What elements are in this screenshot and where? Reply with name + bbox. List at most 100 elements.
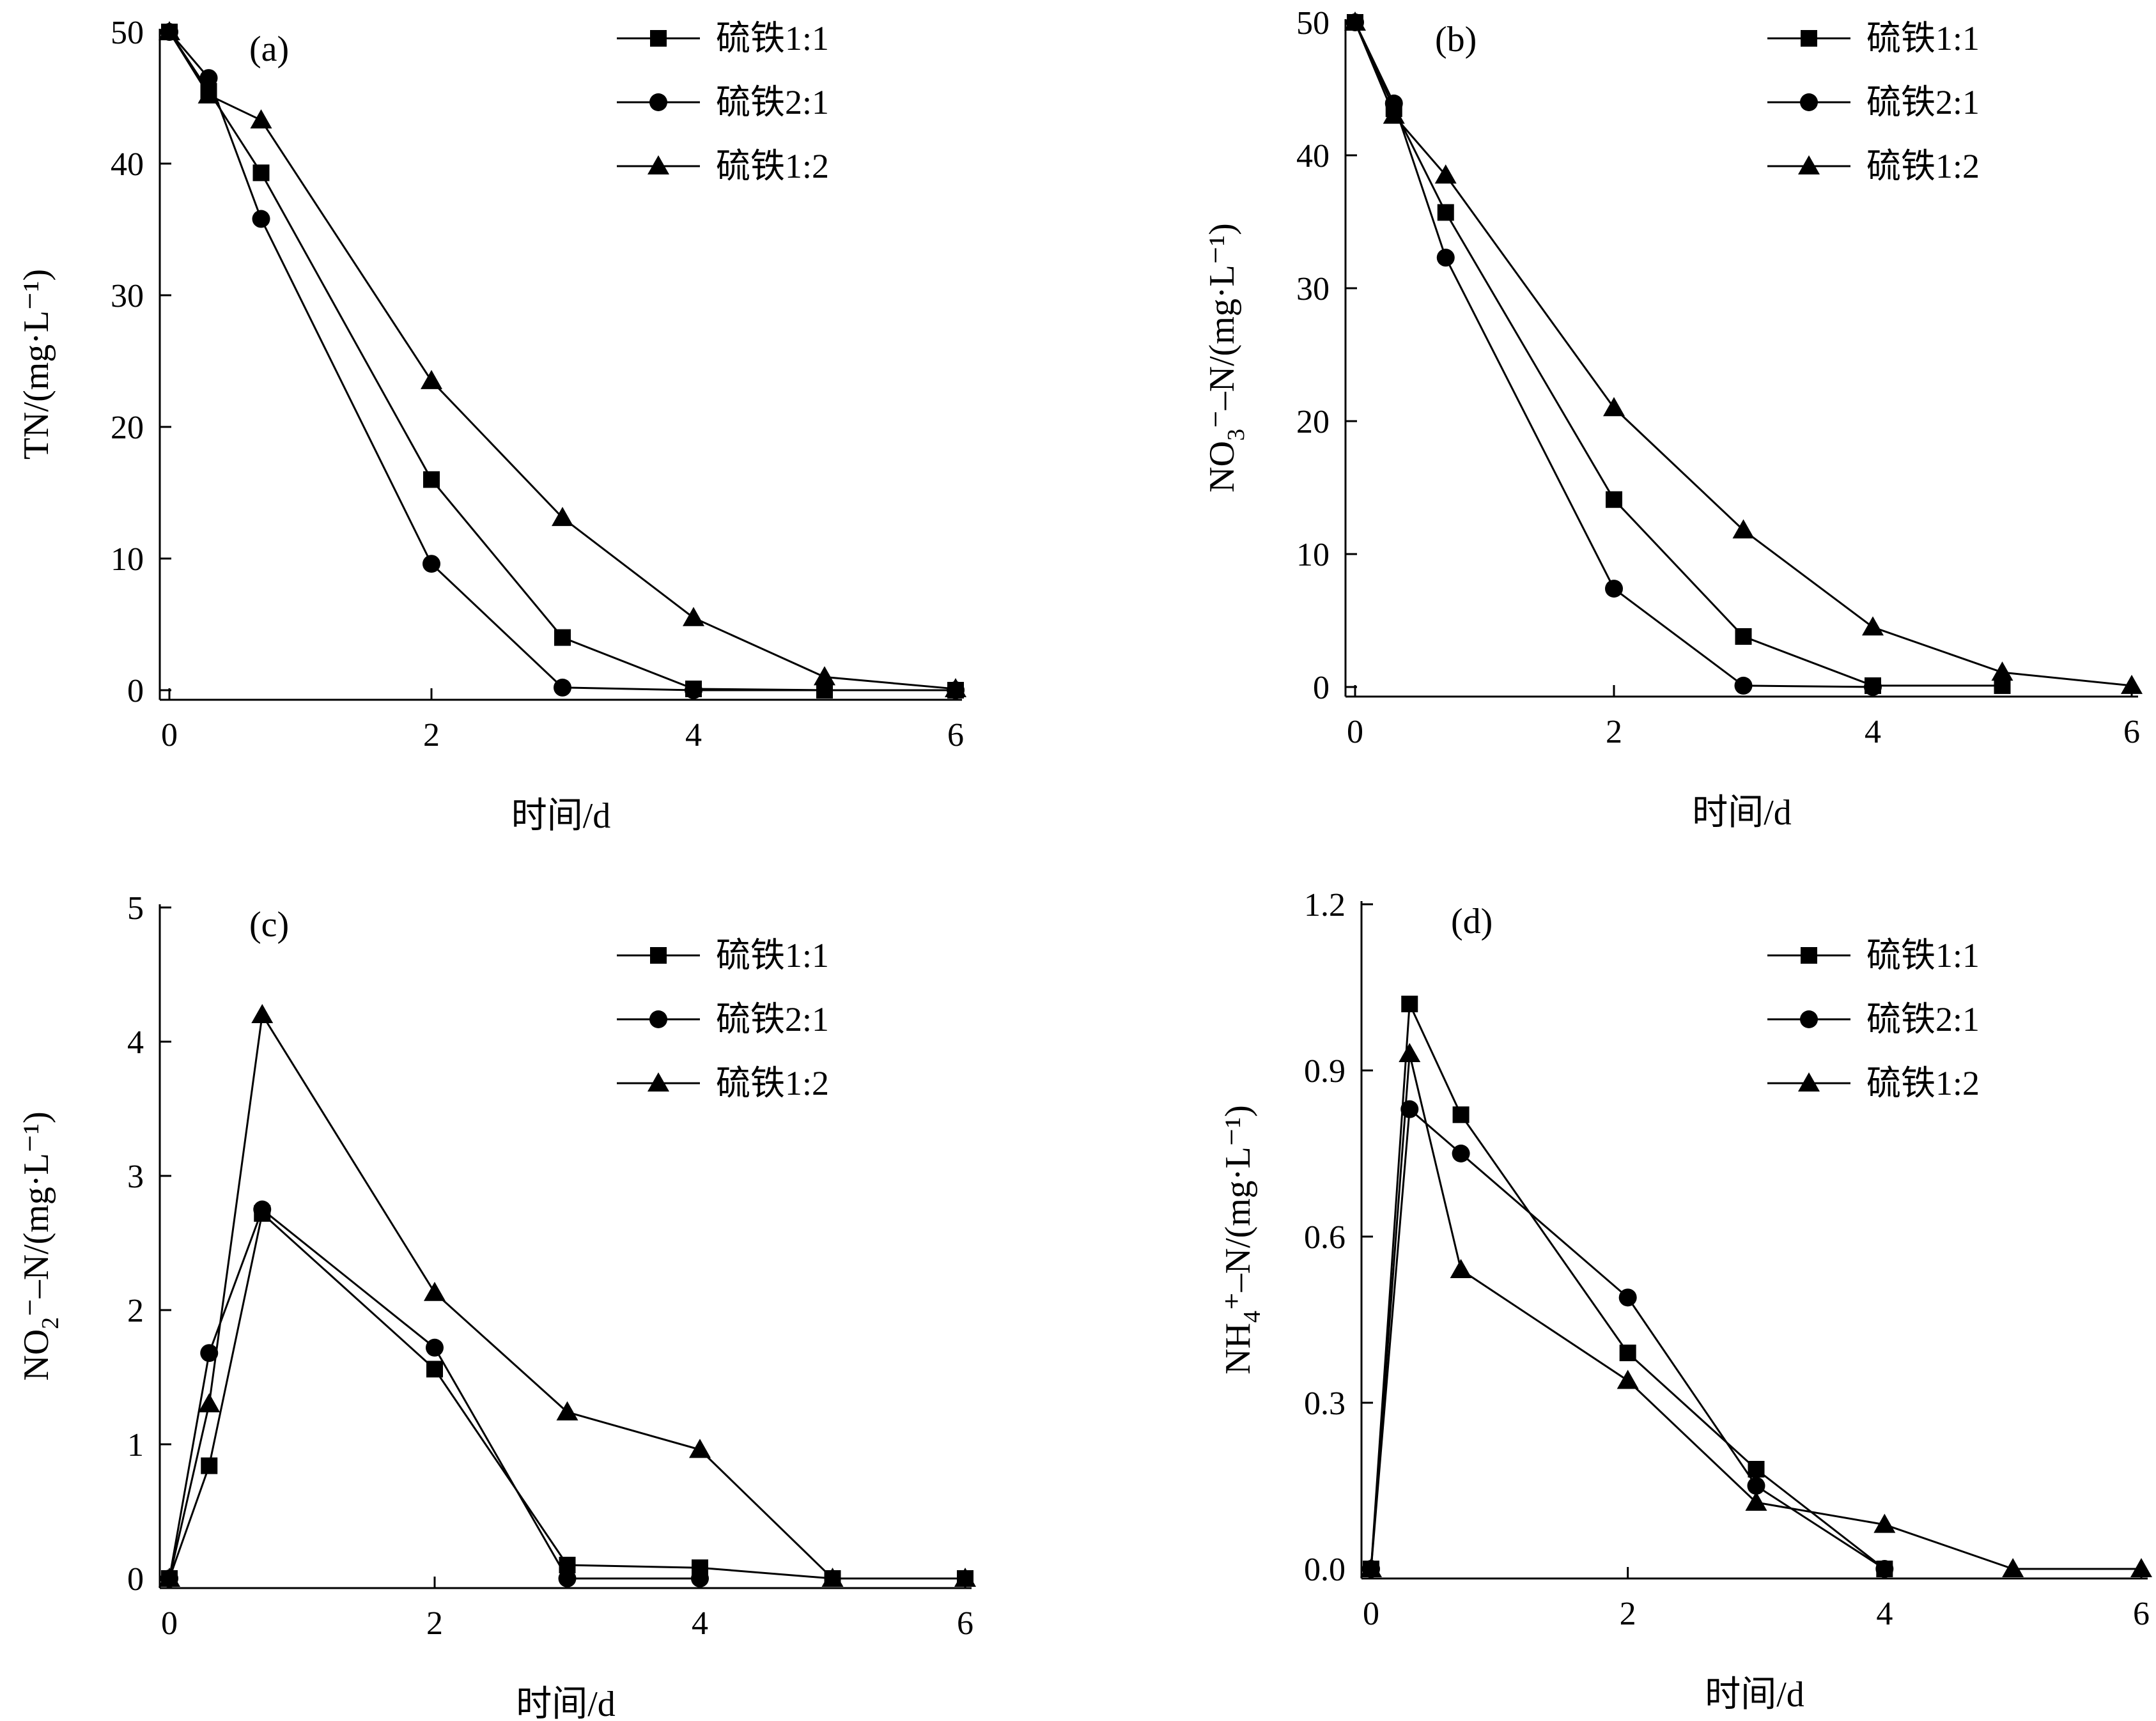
data-point xyxy=(1606,491,1622,508)
data-point xyxy=(1400,1100,1419,1118)
data-point xyxy=(426,1338,444,1357)
panel-c: 0 1 2 3 4 5 0 2 4 6 时间/d NO2⁻–N/(mg·L⁻¹) (c) 硫铁1:1 硫铁2… xyxy=(17,890,976,1721)
data-point xyxy=(421,369,442,389)
data-point xyxy=(1748,1461,1765,1478)
data-point xyxy=(1619,1345,1636,1361)
data-point xyxy=(200,1344,219,1362)
data-point xyxy=(1603,397,1625,417)
data-point xyxy=(556,1401,578,1421)
y-tick-label: 0 xyxy=(127,673,144,709)
y-tick-label: 10 xyxy=(1296,537,1330,573)
x-tick-label: 2 xyxy=(426,1605,443,1642)
legend-marker xyxy=(649,1010,667,1028)
series-line xyxy=(168,31,956,690)
y-tick-label: 50 xyxy=(1296,5,1330,42)
legend-label: 硫铁1:2 xyxy=(716,147,829,185)
legend-label: 硫铁1:2 xyxy=(1866,147,1980,185)
y-tick-label: 50 xyxy=(111,15,144,51)
series-triangle xyxy=(159,21,966,697)
data-point xyxy=(689,1439,711,1458)
data-point xyxy=(159,1568,180,1587)
x-tick-label: 6 xyxy=(957,1605,973,1642)
y-axis-label: TN/(mg·L⁻¹) xyxy=(17,269,56,459)
data-point xyxy=(199,69,218,88)
legend-item: 硫铁2:1 xyxy=(1767,83,1980,121)
y-axis-label: NO2⁻–N/(mg·L⁻¹) xyxy=(17,1111,64,1381)
legend-marker xyxy=(1800,1010,1818,1028)
legend-item: 硫铁1:2 xyxy=(617,147,829,185)
series-square xyxy=(161,24,964,698)
x-tick-label: 2 xyxy=(423,717,440,753)
data-point xyxy=(1434,164,1457,184)
x-tick-label: 6 xyxy=(2133,1596,2150,1632)
panel-a: 0 10 20 30 40 50 0 2 4 6 时间/d TN/(mg·L⁻¹) (a) 硫铁1:1 硫铁… xyxy=(17,15,966,836)
x-tick-label: 4 xyxy=(1865,714,1881,750)
panel-label: (c) xyxy=(249,905,289,945)
data-point xyxy=(821,1568,844,1587)
legend-label: 硫铁1:1 xyxy=(716,19,829,58)
data-point xyxy=(250,109,272,129)
data-point xyxy=(2121,674,2143,694)
legend-item: 硫铁1:2 xyxy=(1767,1064,1980,1102)
x-axis-label: 时间/d xyxy=(511,796,611,836)
legend-marker xyxy=(1798,155,1820,174)
data-point xyxy=(1747,1477,1765,1495)
data-point xyxy=(1873,1513,1896,1533)
y-tick-label: 30 xyxy=(1296,271,1330,307)
data-point xyxy=(423,555,440,573)
data-point xyxy=(201,1457,218,1474)
data-point xyxy=(1991,661,2013,681)
data-point xyxy=(814,666,835,686)
panel-d: 0.0 0.3 0.6 0.9 1.2 0 2 4 6 时间/d NH4⁺–N/(mg·L⁻¹) (d… xyxy=(1218,887,2152,1715)
series-line xyxy=(168,1208,700,1580)
x-tick-label: 0 xyxy=(161,717,178,753)
x-axis-label: 时间/d xyxy=(1692,793,1792,833)
panel-label: (a) xyxy=(249,29,289,69)
legend-marker xyxy=(1801,947,1817,964)
data-point xyxy=(1875,1560,1894,1578)
legend-label: 硫铁2:1 xyxy=(716,1000,829,1038)
data-point xyxy=(1735,628,1752,645)
series-triangle xyxy=(1360,1043,2152,1577)
y-tick-label: 3 xyxy=(127,1159,144,1195)
data-point xyxy=(423,471,440,488)
x-axis-label: 时间/d xyxy=(516,1685,616,1721)
series-line xyxy=(1370,1053,2141,1570)
legend-item: 硫铁1:2 xyxy=(617,1064,829,1102)
data-point xyxy=(1862,616,1884,636)
data-point xyxy=(554,678,571,697)
data-point xyxy=(1401,996,1418,1012)
series-line xyxy=(168,1012,965,1580)
y-tick-label: 1 xyxy=(127,1427,144,1463)
series-circle xyxy=(160,23,965,699)
legend-item: 硫铁1:1 xyxy=(1767,19,1980,58)
x-axis-label: 时间/d xyxy=(1705,1675,1804,1715)
data-point xyxy=(685,681,702,699)
y-tick-label: 0 xyxy=(1313,670,1330,706)
y-tick-label: 5 xyxy=(127,890,144,927)
y-tick-label: 20 xyxy=(111,410,144,446)
legend-label: 硫铁1:1 xyxy=(1866,19,1980,58)
series-line xyxy=(168,1211,965,1580)
x-tick-label: 0 xyxy=(161,1605,178,1642)
data-point xyxy=(2130,1558,2152,1577)
y-tick-label: 1.2 xyxy=(1304,887,1346,923)
y-axis-label: NO3⁻–N/(mg·L⁻¹) xyxy=(1202,223,1250,493)
series-line xyxy=(1354,22,2003,687)
series-circle xyxy=(1346,13,1882,696)
series-line xyxy=(1354,22,1873,688)
data-point xyxy=(1452,1106,1470,1123)
legend-marker xyxy=(1798,1072,1820,1092)
legend-marker xyxy=(650,30,667,47)
x-tick-label: 2 xyxy=(1606,714,1622,750)
panel-label: (d) xyxy=(1451,902,1493,941)
series-triangle xyxy=(159,1004,976,1587)
data-point xyxy=(426,1361,443,1378)
y-tick-label: 30 xyxy=(111,278,144,314)
data-point xyxy=(2002,1558,2024,1577)
data-point xyxy=(1436,249,1455,267)
y-tick-label: 0.3 xyxy=(1304,1385,1346,1422)
legend-item: 硫铁1:1 xyxy=(1767,936,1980,975)
legend-item: 硫铁1:1 xyxy=(617,936,829,975)
y-tick-label: 20 xyxy=(1296,404,1330,440)
